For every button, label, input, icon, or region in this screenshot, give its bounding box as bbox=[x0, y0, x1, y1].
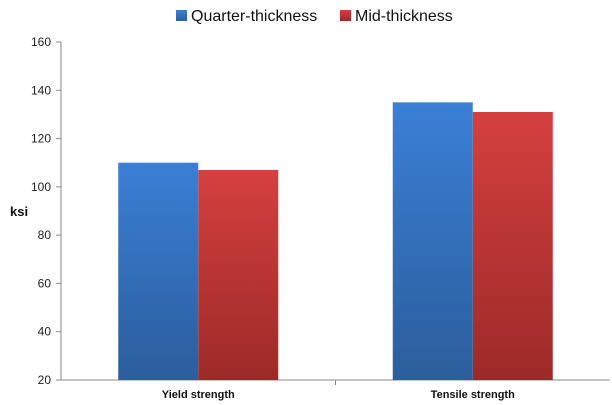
y-tick-label: 140 bbox=[31, 83, 51, 97]
bar-quarter-thickness-yield-strength bbox=[118, 162, 199, 380]
y-tick-label: 100 bbox=[31, 180, 51, 194]
legend-label-mid-thickness: Mid-thickness bbox=[355, 8, 453, 25]
x-category-label: Tensile strength bbox=[431, 389, 515, 401]
x-category-label: Yield strength bbox=[162, 389, 235, 401]
legend: Quarter-thickness Mid-thickness bbox=[176, 8, 453, 25]
bar-quarter-thickness-tensile-strength bbox=[392, 102, 473, 380]
y-axis-title: ksi bbox=[10, 204, 28, 219]
bars bbox=[118, 102, 553, 380]
legend-swatch-mid-thickness bbox=[340, 10, 351, 21]
y-tick-label: 20 bbox=[38, 373, 52, 387]
y-tick-label: 120 bbox=[31, 132, 51, 146]
y-tick-label: 40 bbox=[38, 325, 52, 339]
legend-label-quarter-thickness: Quarter-thickness bbox=[191, 8, 317, 25]
y-tick-label: 80 bbox=[38, 228, 52, 242]
x-axis-ticks: Yield strength Tensile strength bbox=[162, 380, 515, 401]
y-axis-ticks: 20 40 60 80 100 120 140 160 bbox=[31, 35, 61, 387]
y-tick-label: 60 bbox=[38, 276, 52, 290]
y-tick-label: 160 bbox=[31, 35, 51, 49]
legend-swatch-quarter-thickness bbox=[176, 10, 187, 21]
bar-mid-thickness-tensile-strength bbox=[472, 112, 553, 380]
bar-mid-thickness-yield-strength bbox=[198, 169, 279, 380]
